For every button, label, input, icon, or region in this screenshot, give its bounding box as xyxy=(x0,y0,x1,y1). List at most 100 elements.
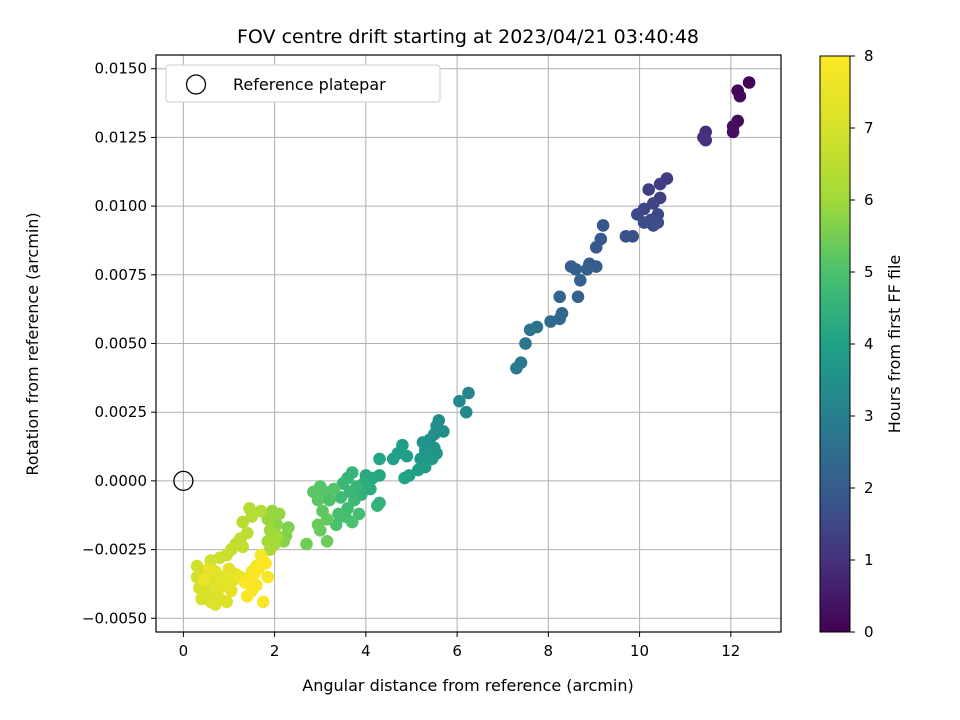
data-point xyxy=(523,323,537,337)
data-point xyxy=(220,595,233,609)
data-point xyxy=(733,89,747,103)
data-point xyxy=(569,263,582,276)
y-tick-label: 0.0025 xyxy=(95,403,148,421)
legend: Reference platepar xyxy=(165,64,441,103)
y-tick-label: 0.0000 xyxy=(95,472,148,490)
data-point xyxy=(519,337,532,350)
colorbar: 0 1 2 3 4 5 6 7 8 Hours from first FF file xyxy=(819,47,904,641)
y-tick-label: 0.0125 xyxy=(95,128,148,146)
x-tick-label: 2 xyxy=(270,642,280,660)
data-point xyxy=(197,573,211,587)
colorbar-tick-label: 5 xyxy=(864,263,874,281)
grid xyxy=(156,55,781,632)
data-point xyxy=(642,183,655,196)
data-point xyxy=(320,513,334,526)
data-point xyxy=(261,570,275,584)
data-point xyxy=(412,463,425,477)
data-point xyxy=(596,219,610,232)
data-point xyxy=(236,540,249,554)
colorbar-tick-label: 1 xyxy=(864,551,874,569)
y-tick-label: 0.0100 xyxy=(95,197,148,215)
data-points xyxy=(190,76,756,611)
data-point xyxy=(574,274,587,287)
data-point xyxy=(651,216,665,229)
data-point xyxy=(238,576,252,589)
colorbar-ticks: 0 1 2 3 4 5 6 7 8 xyxy=(850,47,874,641)
data-point xyxy=(637,216,651,229)
data-point xyxy=(336,477,350,490)
y-tick-label: −0.0050 xyxy=(82,609,147,627)
data-point xyxy=(329,518,343,532)
data-point xyxy=(386,452,400,466)
data-point xyxy=(263,543,277,556)
data-point xyxy=(544,315,557,328)
reference-platepar-point xyxy=(173,470,194,492)
data-point xyxy=(202,562,215,576)
x-tick-label: 8 xyxy=(544,642,554,660)
data-point xyxy=(300,537,313,551)
data-point xyxy=(259,557,272,570)
x-tick-label: 10 xyxy=(630,642,649,660)
x-tick-label: 6 xyxy=(452,642,462,660)
data-point xyxy=(364,482,377,496)
x-tick-label: 0 xyxy=(179,642,189,660)
colorbar-tick-label: 3 xyxy=(864,407,874,425)
data-point xyxy=(313,524,327,537)
data-point xyxy=(245,510,259,523)
data-point xyxy=(699,133,712,147)
colorbar-tick-label: 4 xyxy=(864,335,874,353)
colorbar-tick-label: 8 xyxy=(864,47,874,65)
data-point xyxy=(348,493,361,507)
data-point xyxy=(459,405,473,419)
y-axis-ticks: −0.0050 −0.0025 0.0000 0.0025 0.0050 0.0075 0.… xyxy=(82,60,156,627)
y-tick-label: −0.0025 xyxy=(82,541,147,559)
y-tick-label: 0.0050 xyxy=(95,335,148,353)
data-point xyxy=(398,471,411,485)
data-point xyxy=(311,493,325,507)
data-point xyxy=(225,584,238,598)
data-point xyxy=(653,177,667,191)
data-point xyxy=(334,491,348,504)
data-point xyxy=(571,290,585,304)
x-axis-label: Angular distance from reference (arcmin) xyxy=(302,676,633,695)
colorbar-tick-label: 7 xyxy=(864,119,874,137)
data-point xyxy=(272,507,286,521)
legend-box xyxy=(165,64,441,103)
data-point xyxy=(553,290,566,304)
data-point xyxy=(345,515,359,529)
data-point xyxy=(371,499,384,512)
reference-marker xyxy=(173,470,194,492)
data-point xyxy=(236,515,249,529)
y-tick-label: 0.0150 xyxy=(95,60,148,78)
legend-marker-icon xyxy=(185,74,207,95)
data-point xyxy=(619,230,633,243)
data-point xyxy=(373,452,386,466)
y-tick-label: 0.0075 xyxy=(95,266,148,284)
data-point xyxy=(240,590,254,603)
data-point xyxy=(462,386,475,400)
data-point xyxy=(510,361,523,375)
data-point xyxy=(647,197,660,210)
x-tick-label: 4 xyxy=(361,642,371,660)
y-axis-label: Rotation from reference (arcmin) xyxy=(23,212,42,475)
data-point xyxy=(332,507,345,521)
data-point xyxy=(256,595,270,609)
data-point xyxy=(453,394,466,408)
x-tick-label: 12 xyxy=(721,642,740,660)
x-axis-ticks: 0 2 4 6 8 10 12 xyxy=(179,632,740,660)
data-point xyxy=(742,76,756,89)
colorbar-tick-label: 6 xyxy=(864,191,874,209)
data-point xyxy=(580,263,594,276)
data-point xyxy=(320,535,334,548)
colorbar-tick-label: 0 xyxy=(864,623,874,641)
colorbar-tick-label: 2 xyxy=(864,479,874,497)
legend-label: Reference platepar xyxy=(233,75,386,94)
colorbar-label: Hours from first FF file xyxy=(885,255,904,434)
chart-title: FOV centre drift starting at 2023/04/21 … xyxy=(237,26,699,48)
data-point xyxy=(327,482,341,496)
colorbar-gradient xyxy=(819,55,851,633)
data-point xyxy=(589,241,603,254)
data-point xyxy=(254,504,268,518)
data-point xyxy=(726,125,740,139)
